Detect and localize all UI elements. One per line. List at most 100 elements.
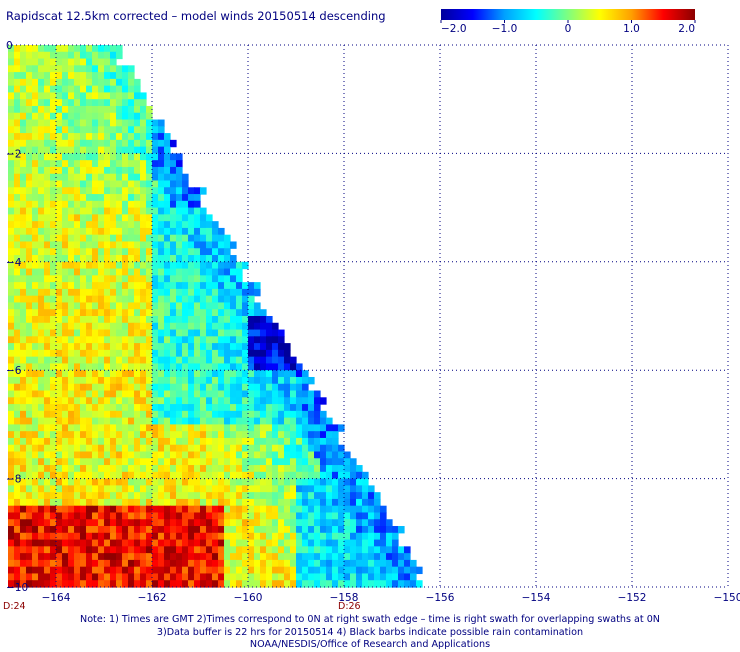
heatmap-cell [254,512,261,520]
heatmap-cell [50,417,57,425]
heatmap-cell [104,566,111,575]
heatmap-cell [290,512,297,520]
heatmap-cell [110,539,117,547]
heatmap-cell [62,234,69,243]
heatmap-cell [158,465,165,473]
heatmap-cell [164,505,171,514]
heatmap-cell [212,437,219,446]
heatmap-cell [74,424,81,432]
heatmap-cell [152,410,159,419]
heatmap-cell [374,566,381,575]
heatmap-cell [164,370,171,378]
heatmap-cell [320,437,327,446]
heatmap-cell [80,329,87,337]
heatmap-cell [146,410,153,419]
heatmap-cell [110,72,117,80]
heatmap-cell [266,343,273,351]
heatmap-cell [290,539,297,547]
heatmap-cell [38,559,45,568]
heatmap-cell [146,261,153,270]
heatmap-cell [32,526,39,534]
heatmap-cell [86,45,93,53]
heatmap-cell [128,282,135,290]
heatmap-cell [398,526,405,534]
heatmap-cell [242,526,249,534]
x-tick-label: −152 [618,592,647,604]
heatmap-cell [326,417,333,425]
heatmap-cell [92,288,99,297]
heatmap-cell [302,471,309,480]
heatmap-cell [92,180,99,188]
heatmap-cell [50,248,57,256]
heatmap-cell [170,173,177,182]
heatmap-cell [206,498,213,507]
heatmap-cell [266,559,273,568]
heatmap-cell [272,580,279,588]
heatmap-cell [248,566,255,575]
heatmap-cell [86,153,93,161]
heatmap-cell [8,424,15,432]
heatmap-cell [140,173,147,182]
heatmap-cell [236,376,243,385]
heatmap-cell [152,282,159,290]
heatmap-cell [92,255,99,263]
heatmap-cell [224,295,231,304]
heatmap-cell [98,288,105,297]
heatmap-cell [140,200,147,209]
heatmap-cell [116,153,123,161]
heatmap-cell [314,485,321,493]
heatmap-cell [110,471,117,480]
heatmap-cell [104,160,111,168]
heatmap-cell [152,376,159,385]
heatmap-cell [224,322,231,331]
heatmap-cell [248,410,255,419]
heatmap-cell [284,526,291,534]
heatmap-cell [272,424,279,432]
heatmap-cell [224,343,231,351]
heatmap-cell [224,485,231,493]
heatmap-cell [176,376,183,385]
heatmap-cell [212,471,219,480]
heatmap-cell [194,553,201,561]
heatmap-cell [236,336,243,344]
heatmap-cell [140,343,147,351]
heatmap-cell [62,417,69,425]
heatmap-cell [140,370,147,378]
heatmap-cell [332,471,339,480]
heatmap-cell [278,451,285,459]
heatmap-cell [266,444,273,453]
heatmap-cell [242,356,249,365]
heatmap-cell [86,465,93,473]
heatmap-cell [116,160,123,168]
heatmap-cell [188,288,195,297]
heatmap-cell [194,363,201,371]
heatmap-cell [56,410,63,419]
heatmap-cell [116,255,123,263]
heatmap-cell [290,417,297,425]
heatmap-cell [242,532,249,541]
heatmap-cell [182,573,189,581]
heatmap-cell [146,404,153,412]
heatmap-cell [308,553,315,561]
heatmap-cell [368,505,375,514]
heatmap-cell [44,553,51,561]
heatmap-cell [236,566,243,575]
heatmap-cell [92,234,99,243]
heatmap-cell [98,51,105,60]
heatmap-cell [146,180,153,188]
heatmap-cell [62,99,69,107]
heatmap-cell [230,451,237,459]
heatmap-cell [86,485,93,493]
heatmap-cell [8,126,15,134]
heatmap-cell [80,58,87,66]
heatmap-cell [218,390,225,398]
heatmap-cell [188,322,195,331]
heatmap-cell [56,160,63,168]
heatmap-cell [242,390,249,398]
heatmap-cell [182,383,189,392]
heatmap-cell [302,390,309,398]
heatmap-cell [242,458,249,466]
heatmap-cell [20,559,27,568]
heatmap-cell [308,417,315,425]
heatmap-cell [140,322,147,331]
